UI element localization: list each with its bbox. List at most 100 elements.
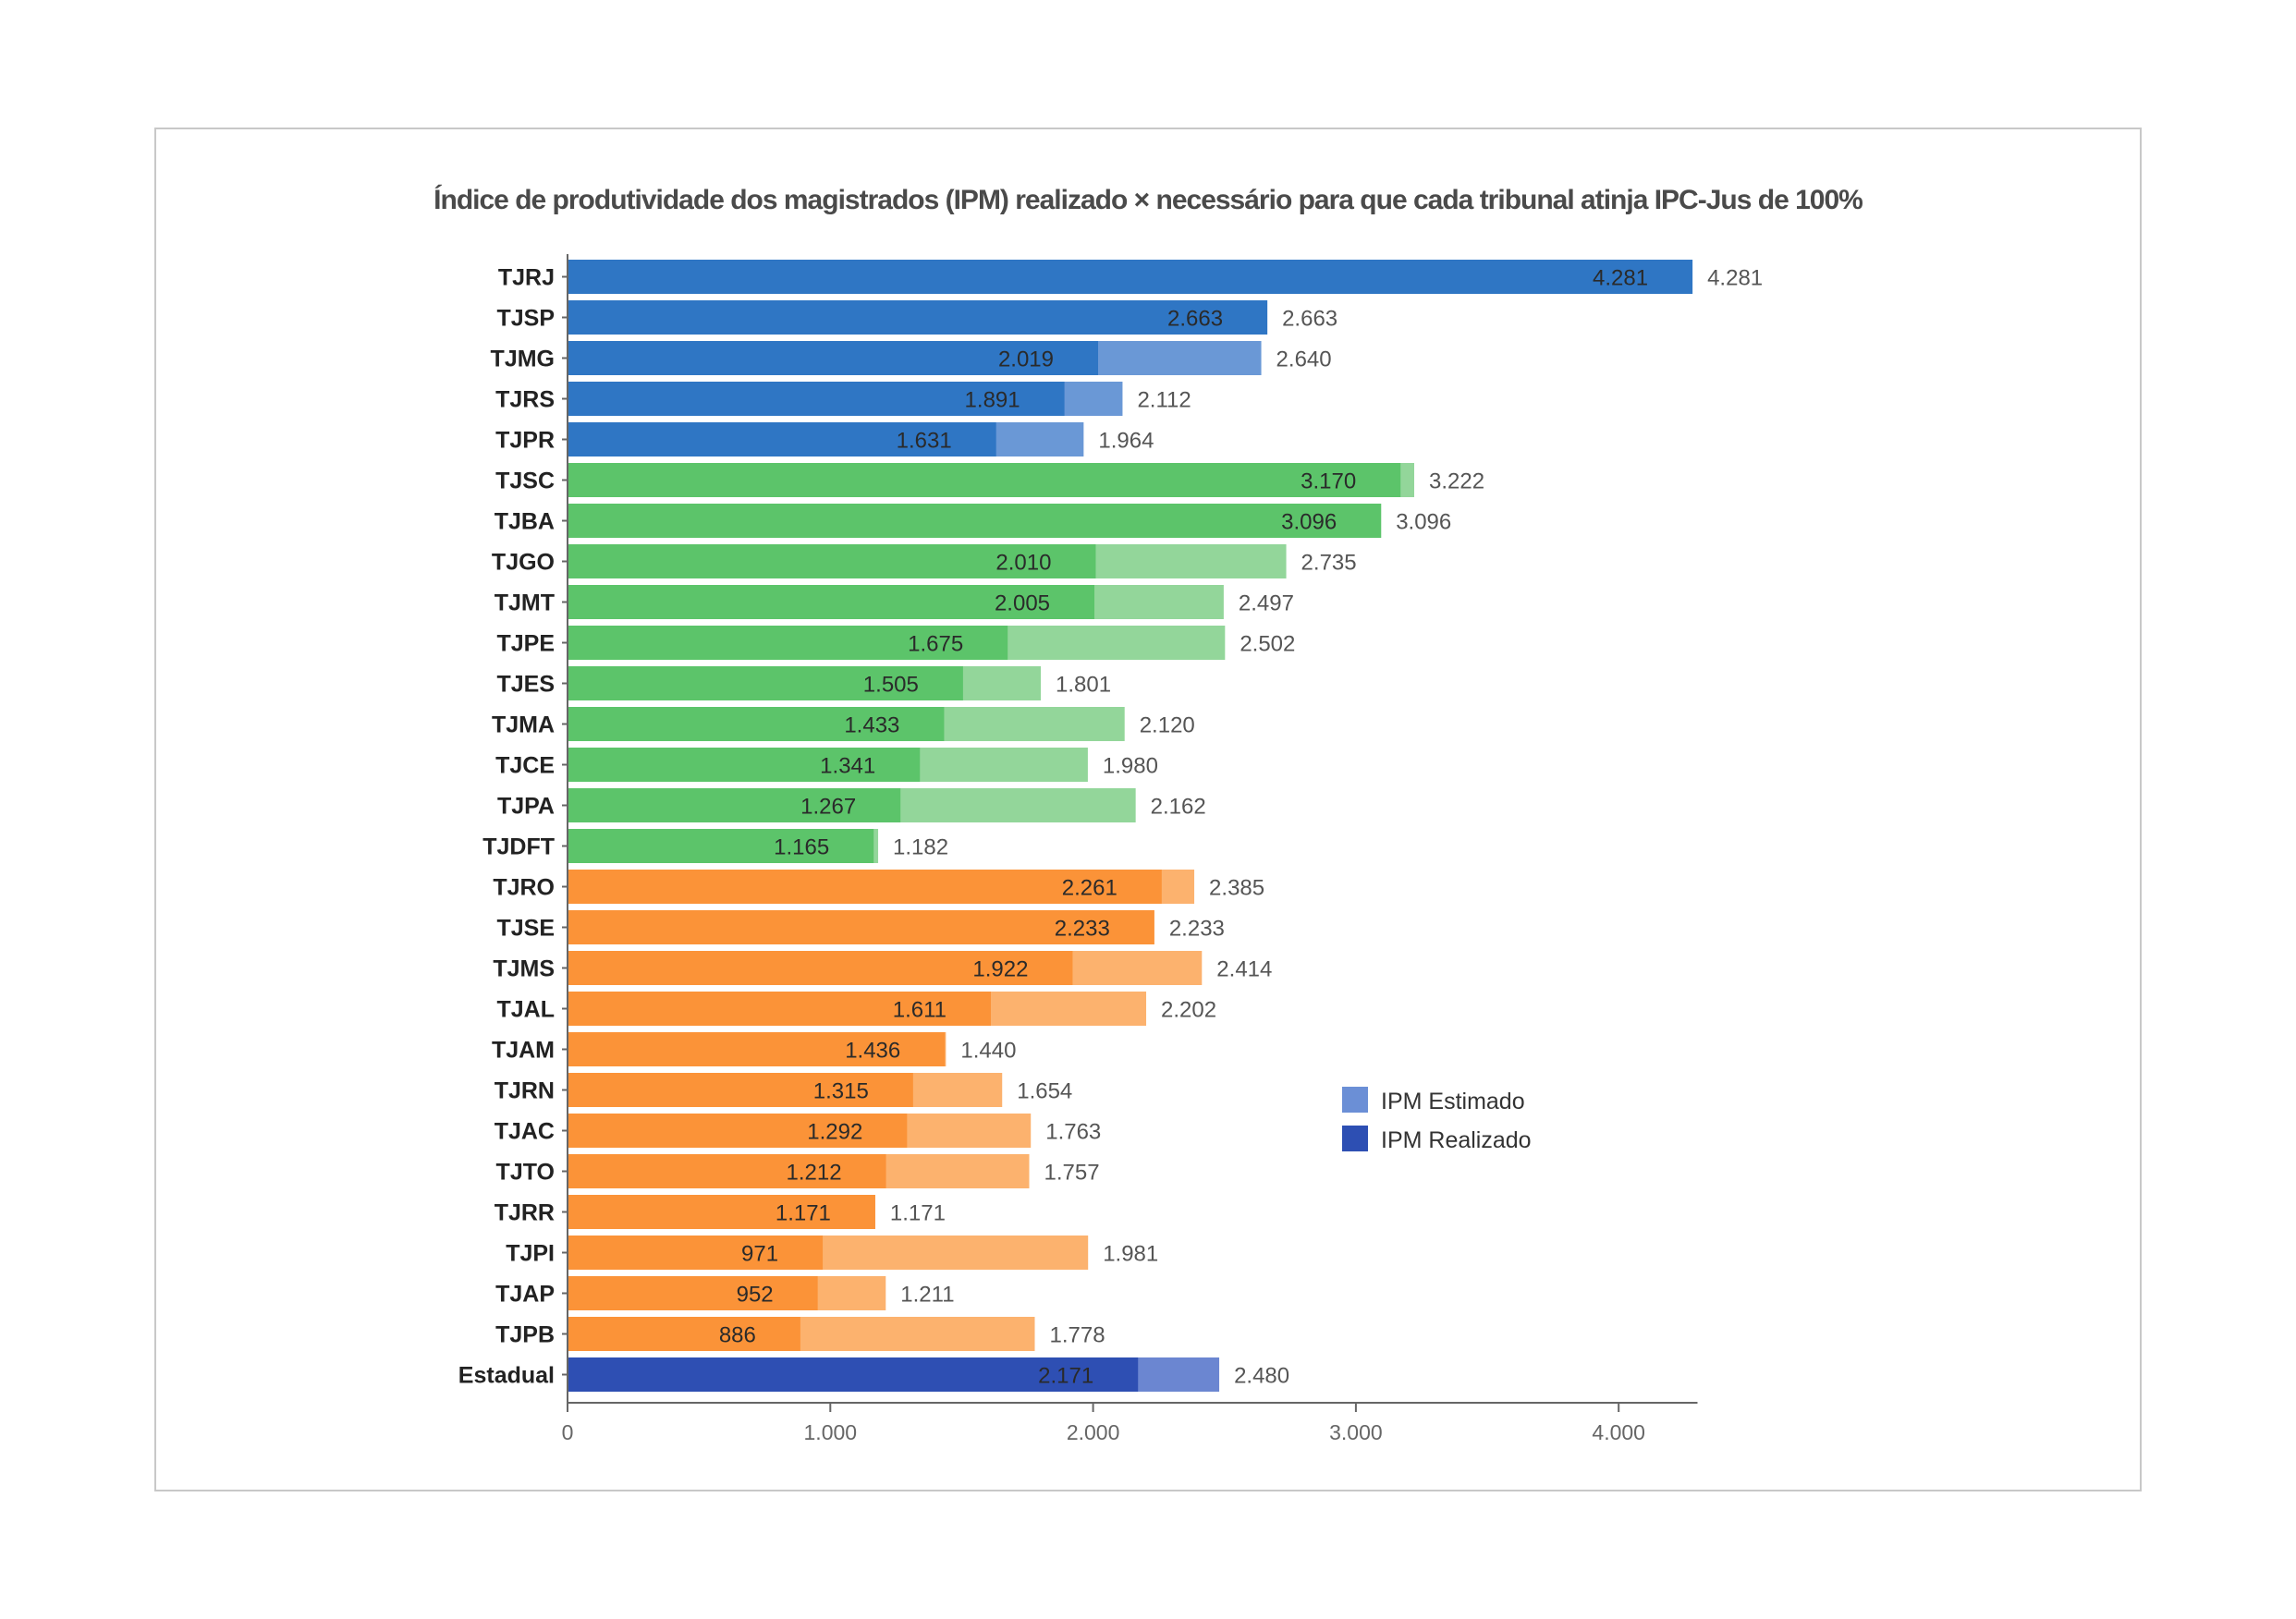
data-label-realizado-estadual: 2.171 (1038, 1364, 1093, 1389)
data-label-realizado-tjac: 1.292 (807, 1120, 862, 1145)
category-label-tjdft: TJDFT (482, 834, 555, 860)
chart-title: Índice de produtividade dos magistrados … (434, 185, 1863, 215)
bar-realizado-tjma (568, 707, 945, 741)
data-label-realizado-tjgo: 2.010 (995, 551, 1051, 576)
bar-realizado-tjgo (568, 544, 1096, 578)
bar-realizado-tjdft (568, 829, 874, 863)
data-label-realizado-tjse: 2.233 (1055, 917, 1110, 942)
category-label-tjsp: TJSP (496, 306, 555, 332)
x-tick-label-1000: 1.000 (804, 1420, 858, 1444)
legend-label-ipm-estimado: IPM Estimado (1381, 1089, 1525, 1114)
data-label-estimado-tjms: 2.414 (1216, 957, 1272, 982)
category-label-tjpb: TJPB (495, 1322, 555, 1348)
data-label-estimado-estadual: 2.480 (1234, 1364, 1289, 1389)
bar-realizado-tjce (568, 748, 921, 782)
bar-realizado-tjsc (568, 463, 1401, 497)
data-label-realizado-tjpr: 1.631 (897, 429, 952, 454)
data-label-realizado-tjes: 1.505 (863, 673, 919, 698)
data-label-realizado-tjpi: 971 (741, 1242, 778, 1267)
bar-realizado-tjba (568, 504, 1382, 538)
data-label-realizado-tjpe: 1.675 (908, 632, 963, 657)
data-label-estimado-tjrn: 1.654 (1017, 1079, 1072, 1104)
data-label-realizado-tjrr: 1.171 (776, 1201, 831, 1226)
legend-swatch-ipm-realizado (1342, 1126, 1368, 1151)
category-label-tjse: TJSE (496, 916, 555, 942)
data-label-realizado-tjal: 1.611 (893, 998, 946, 1023)
data-label-estimado-tjac: 1.763 (1045, 1120, 1101, 1145)
category-label-tjpa: TJPA (497, 794, 555, 820)
x-tick-label-4000: 4.000 (1592, 1420, 1645, 1444)
data-label-estimado-tjce: 1.980 (1103, 754, 1158, 779)
category-label-tjrj: TJRJ (498, 265, 555, 291)
data-label-realizado-tjam: 1.436 (845, 1039, 900, 1064)
x-tick-label-0: 0 (562, 1420, 574, 1444)
data-label-estimado-tjto: 1.757 (1044, 1161, 1100, 1186)
bar-realizado-tjpb (568, 1317, 800, 1351)
bar-realizado-tjms (568, 951, 1073, 985)
data-label-realizado-tjto: 1.212 (787, 1161, 842, 1186)
data-label-realizado-tjsc: 3.170 (1301, 469, 1356, 494)
data-label-estimado-tjes: 1.801 (1056, 673, 1111, 698)
bar-realizado-tjpa (568, 788, 901, 822)
category-label-tjgo: TJGO (492, 550, 555, 576)
data-label-realizado-tjap: 952 (737, 1283, 774, 1308)
bar-realizado-tjrn (568, 1073, 913, 1107)
bar-realizado-tjto (568, 1154, 886, 1188)
data-label-estimado-tjba: 3.096 (1396, 510, 1451, 535)
bar-realizado-tjmt (568, 585, 1095, 619)
data-label-realizado-tjsp: 2.663 (1167, 307, 1223, 332)
bar-realizado-tjpe (568, 626, 1008, 660)
category-label-tjce: TJCE (495, 753, 555, 779)
bar-realizado-tjal (568, 992, 992, 1026)
data-label-estimado-tjrr: 1.171 (890, 1201, 946, 1226)
data-label-estimado-tjam: 1.440 (960, 1039, 1016, 1064)
category-label-tjto: TJTO (496, 1160, 555, 1186)
bar-realizado-tjrs (568, 382, 1065, 416)
legend-label-ipm-realizado: IPM Realizado (1381, 1127, 1532, 1153)
data-label-estimado-tjal: 2.202 (1161, 998, 1216, 1023)
data-label-realizado-tjmt: 2.005 (995, 591, 1050, 616)
data-label-realizado-tjmg: 2.019 (998, 347, 1054, 372)
category-label-tjro: TJRO (493, 875, 555, 901)
category-label-tjba: TJBA (495, 509, 555, 535)
category-label-tjmg: TJMG (491, 347, 555, 372)
data-label-estimado-tjma: 2.120 (1140, 713, 1195, 738)
x-tick-label-2000: 2.000 (1067, 1420, 1120, 1444)
data-label-realizado-tjba: 3.096 (1281, 510, 1337, 535)
data-label-estimado-tjap: 1.211 (900, 1283, 954, 1308)
category-label-tjpi: TJPI (506, 1241, 555, 1267)
legend-swatch-ipm-estimado (1342, 1087, 1368, 1113)
data-label-estimado-tjrj: 4.281 (1707, 266, 1763, 291)
bar-realizado-tjro (568, 870, 1162, 904)
data-label-realizado-tjro: 2.261 (1062, 876, 1117, 901)
category-label-estadual: Estadual (458, 1363, 555, 1389)
legend: IPM Estimado IPM Realizado (1342, 1087, 1532, 1153)
data-label-realizado-tjpb: 886 (719, 1323, 756, 1348)
bar-realizado-tjrr (568, 1195, 875, 1229)
data-label-estimado-tjmt: 2.497 (1239, 591, 1294, 616)
category-label-tjap: TJAP (495, 1282, 555, 1308)
data-label-estimado-tjse: 2.233 (1169, 917, 1225, 942)
category-label-tjrn: TJRN (495, 1078, 555, 1104)
data-label-estimado-tjmg: 2.640 (1276, 347, 1332, 372)
bar-realizado-tjpi (568, 1236, 824, 1270)
category-label-tjpe: TJPE (496, 631, 555, 657)
bar-realizado-tjpr (568, 422, 996, 456)
category-label-tjac: TJAC (495, 1119, 555, 1145)
bar-realizado-tjac (568, 1114, 908, 1148)
data-label-realizado-tjpa: 1.267 (800, 795, 856, 820)
bar-realizado-tjsp (568, 300, 1268, 335)
category-label-tjal: TJAL (497, 997, 556, 1023)
category-label-tjam: TJAM (492, 1038, 555, 1064)
category-label-tjpr: TJPR (495, 428, 555, 454)
bar-realizado-tjmg (568, 341, 1099, 375)
category-label-tjrr: TJRR (495, 1200, 555, 1226)
labels-layer: TJRJ 4.281 4.281 TJSP 2.663 2.663 TJMG 2.019 2.6… (458, 265, 1763, 1389)
bar-realizado-tjap (568, 1276, 818, 1310)
data-label-estimado-tjpe: 2.502 (1240, 632, 1295, 657)
x-axis: 0 1.000 2.000 3.000 4.000 (562, 254, 1698, 1444)
bar-realizado-tjrj (568, 260, 1693, 294)
data-label-estimado-tjro: 2.385 (1209, 876, 1264, 901)
bar-realizado-tjam (568, 1032, 946, 1066)
